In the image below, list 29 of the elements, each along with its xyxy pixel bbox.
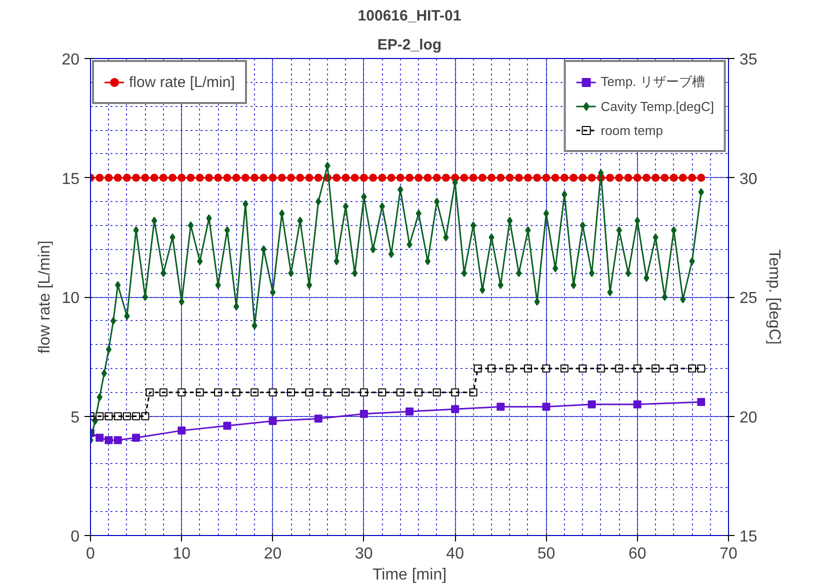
y-tick-label: 10 — [62, 290, 80, 307]
legend-label: Temp. リザーブ槽 — [600, 73, 705, 91]
point — [697, 364, 706, 373]
y2-tick-label: 25 — [740, 290, 758, 307]
legend-label: flow rate [L/min] — [129, 74, 235, 90]
x-tick-label: 30 — [355, 546, 373, 562]
y-tick-label: 20 — [62, 52, 80, 68]
x-tick-label: 20 — [264, 546, 282, 562]
y2-tick-label: 30 — [740, 170, 758, 188]
chart-subtitle: EP-2_log — [377, 36, 442, 54]
y2-axis-title: Temp. [degC] — [765, 249, 782, 345]
y2-tick-label: 20 — [740, 409, 758, 426]
x-tick-label: 70 — [720, 546, 738, 562]
y-tick-label: 0 — [70, 528, 80, 546]
legend-label: Cavity Temp.[degC] — [600, 98, 714, 114]
x-tick-label: 50 — [537, 546, 556, 562]
y-axis-title: flow rate [L/min] — [36, 240, 54, 354]
x-tick-label: 40 — [446, 546, 464, 562]
y-tick-label: 15 — [62, 170, 80, 188]
legend-label: room temp — [600, 122, 663, 138]
point — [697, 398, 706, 406]
y2-tick-label: 15 — [740, 528, 758, 546]
chart-title: 100616_HIT-01 — [358, 8, 462, 24]
x-axis-title: Time [min] — [372, 566, 447, 584]
y-tick-label: 5 — [70, 409, 80, 426]
x-tick-label: 0 — [86, 546, 96, 562]
y2-tick-label: 35 — [740, 52, 758, 68]
x-tick-label: 60 — [628, 546, 646, 562]
x-tick-label: 10 — [172, 546, 191, 562]
